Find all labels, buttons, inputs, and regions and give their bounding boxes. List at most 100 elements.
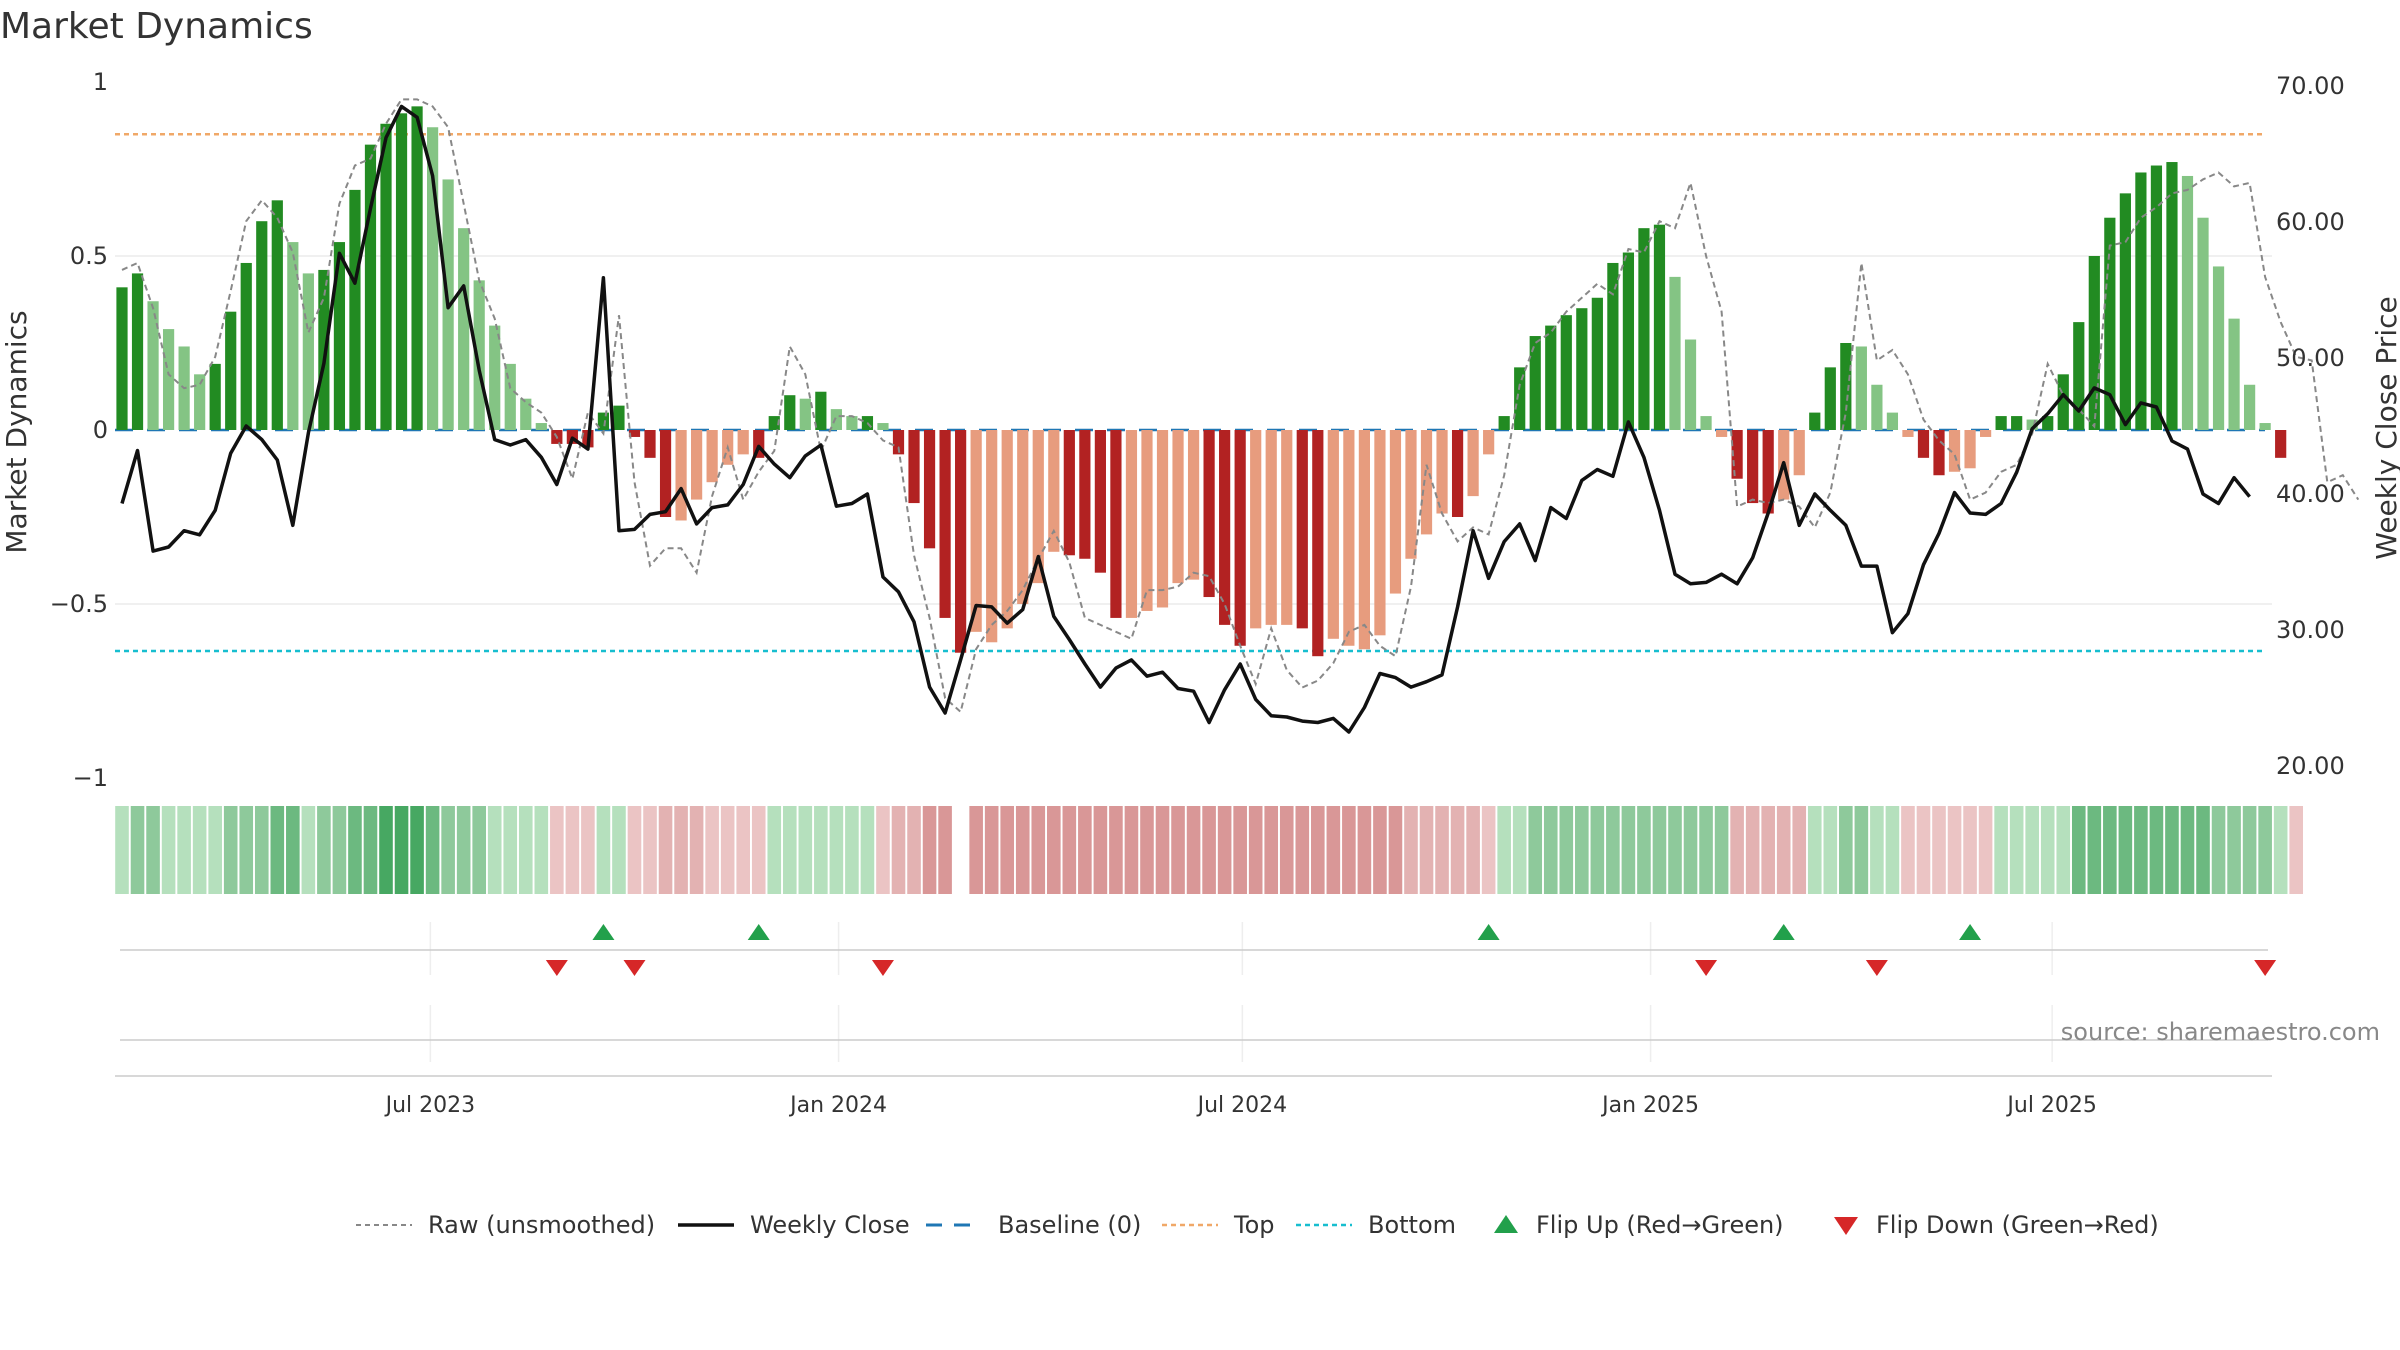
flip-down-marker <box>1865 960 1888 976</box>
dynamics-bar <box>1669 276 1681 430</box>
strip-cell <box>2273 806 2288 894</box>
dynamics-bar <box>955 430 967 653</box>
dynamics-bar <box>970 430 982 632</box>
strip-cell <box>1450 806 1465 894</box>
strip-cell <box>130 806 145 894</box>
strip-cell <box>2227 806 2241 894</box>
dynamics-bar <box>2166 162 2178 431</box>
flip-down-marker <box>2254 960 2277 976</box>
strip-cell <box>1714 806 1729 894</box>
left-tick-label: 0 <box>93 416 108 444</box>
dynamics-bar <box>427 127 439 431</box>
strip-cell <box>1761 806 1775 894</box>
flip-markers <box>545 924 2277 976</box>
dynamics-bar <box>1591 297 1603 430</box>
flip-up-marker <box>1959 924 1982 940</box>
x-tick-label: Jan 2024 <box>788 1093 887 1118</box>
bottom-panel-gridlines <box>429 1005 2053 1062</box>
dynamics-bar <box>892 430 905 455</box>
flip-panel-gridlines <box>429 922 2053 975</box>
legend-label: Top <box>1233 1211 1275 1239</box>
strip-cell <box>1963 806 1977 894</box>
dynamics-bar <box>830 409 842 430</box>
dynamics-bar <box>1747 430 1759 504</box>
dynamics-bar <box>240 262 252 430</box>
strip-cell <box>1854 806 1869 894</box>
dynamics-bar <box>1281 430 1293 625</box>
dynamics-bar <box>194 374 206 430</box>
dynamics-bar <box>1560 315 1572 430</box>
dynamics-bar <box>2228 318 2240 430</box>
dynamics-bar <box>271 200 283 430</box>
legend-item: Raw (unsmoothed) <box>356 1211 655 1239</box>
strip-cell <box>1528 806 1543 894</box>
dynamics-bar <box>1855 346 1867 430</box>
dynamics-bar <box>473 280 485 430</box>
dynamics-bar <box>923 430 936 549</box>
strip-cell <box>1186 806 1201 894</box>
dynamics-bar <box>939 430 951 618</box>
strip-cell <box>1637 806 1651 894</box>
dynamics-bar <box>1343 430 1355 646</box>
flip-up-marker <box>1477 924 1500 940</box>
strip-cell <box>658 806 673 894</box>
strip-cell <box>1683 806 1698 894</box>
strip-cell <box>1047 806 1061 894</box>
dynamics-bar <box>1172 430 1184 584</box>
strip-cell <box>332 806 347 894</box>
strip-cell <box>938 806 952 894</box>
strip-cell <box>643 806 657 894</box>
x-tick-label: Jul 2024 <box>1196 1093 1288 1118</box>
dynamics-bar <box>535 423 547 430</box>
strip-cell <box>161 806 176 894</box>
dynamics-bar <box>2119 193 2131 430</box>
dynamics-bar <box>1250 430 1262 629</box>
dynamics-bar <box>2104 217 2116 430</box>
strip-cell <box>317 806 331 894</box>
dynamics-bar <box>411 106 423 431</box>
strip-cell <box>270 806 285 894</box>
strip-cell <box>425 806 440 894</box>
dynamics-bar <box>1001 430 1013 629</box>
main-plot: 1 0.5 0 −0.5 −1 70.00 60.00 50.00 40.00 30.00 20.… <box>50 68 2360 792</box>
strip-cell <box>1124 806 1139 894</box>
dynamics-bar <box>395 113 408 430</box>
left-axis-label: Market Dynamics <box>0 310 33 553</box>
dynamics-bar <box>1156 430 1169 608</box>
strip-cell <box>1233 806 1247 894</box>
dynamics-bar <box>1809 412 1821 430</box>
dynamics-bar <box>2088 256 2100 430</box>
dynamics-bar <box>1063 430 1075 556</box>
strip-cell <box>907 806 921 894</box>
strip-cell <box>1279 806 1294 894</box>
dynamics-bar <box>209 363 221 430</box>
dynamics-bar <box>333 242 346 430</box>
left-tick-label: 0.5 <box>70 242 108 270</box>
strip-cell <box>1481 806 1496 894</box>
dynamics-bar <box>815 391 827 430</box>
dynamics-bar <box>691 430 703 500</box>
strip-cell <box>1248 806 1263 894</box>
legend-label: Bottom <box>1368 1211 1456 1239</box>
strip-cell <box>1575 806 1589 894</box>
legend-flip-up-icon <box>1494 1215 1518 1233</box>
strip-cell <box>1155 806 1170 894</box>
strip-cell <box>1202 806 1216 894</box>
legend-item: Flip Down (Green→Red) <box>1834 1211 2159 1239</box>
strip-cell <box>115 806 129 894</box>
strip-cell <box>1512 806 1527 894</box>
dynamics-bar <box>1079 430 1091 559</box>
strip-cell <box>2134 806 2148 894</box>
dynamics-bar <box>131 273 144 430</box>
chart-title: Market Dynamics <box>0 6 313 47</box>
dynamics-bar <box>1296 430 1308 629</box>
strip-cell <box>1466 806 1480 894</box>
dynamics-bar <box>318 269 330 430</box>
strip-cell <box>363 806 378 894</box>
strip-cell <box>2180 806 2195 894</box>
strip-cell <box>1885 806 1900 894</box>
dynamics-bar <box>1234 430 1246 646</box>
dynamics-bar <box>380 123 392 430</box>
dynamics-bar <box>1545 325 1557 430</box>
dynamics-bar <box>1110 430 1122 618</box>
